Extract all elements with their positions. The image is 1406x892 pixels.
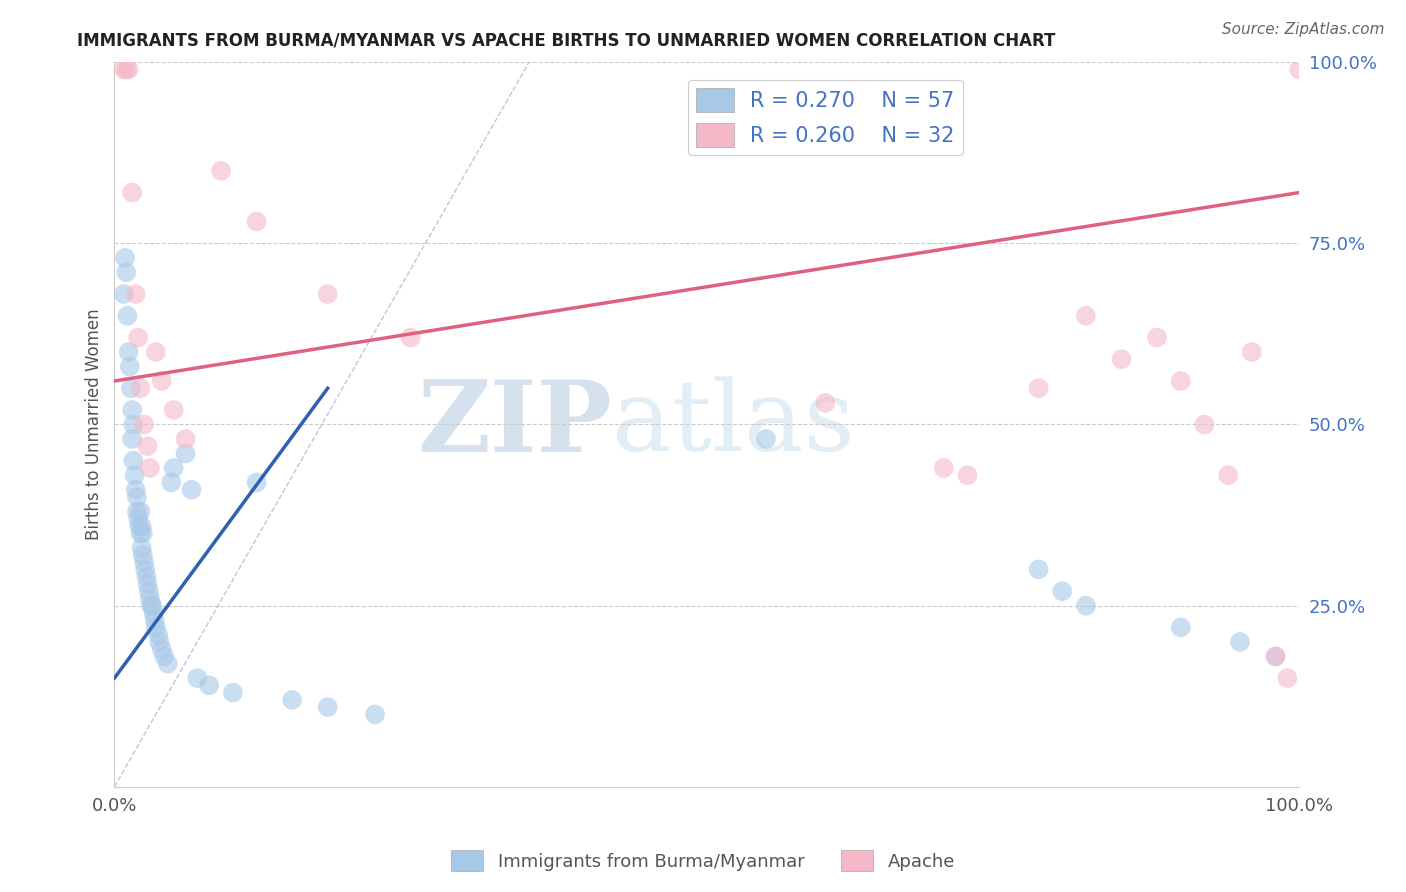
Point (125, 483, 148, 497)
Point (150, 642, 173, 657)
Text: IMMIGRANTS FROM BURMA/MYANMAR VS APACHE BIRTHS TO UNMARRIED WOMEN CORRELATION CH: IMMIGRANTS FROM BURMA/MYANMAR VS APACHE … (77, 31, 1056, 49)
Point (1111, 352, 1133, 367)
Point (145, 345, 167, 359)
Point (1264, 649, 1286, 664)
Point (186, 671, 208, 685)
Point (198, 678, 221, 692)
Point (125, 287, 148, 301)
Point (180, 483, 202, 497)
Point (1074, 309, 1097, 323)
Point (115, 265, 138, 279)
Text: atlas: atlas (612, 376, 855, 473)
Point (136, 439, 159, 453)
Point (117, 62, 139, 77)
Point (156, 657, 179, 671)
Point (143, 613, 166, 627)
Point (129, 381, 152, 395)
Point (136, 577, 159, 591)
Point (118, 359, 141, 374)
Point (1240, 345, 1263, 359)
Text: ZIP: ZIP (418, 376, 612, 473)
Point (141, 599, 163, 613)
Point (139, 461, 162, 475)
Point (142, 606, 165, 620)
Point (128, 519, 150, 533)
Point (115, 62, 138, 77)
Point (281, 693, 304, 707)
Point (932, 461, 955, 475)
Point (163, 461, 186, 475)
Point (131, 519, 153, 533)
Point (364, 707, 387, 722)
Point (148, 635, 170, 649)
Point (1277, 671, 1299, 685)
Point (245, 214, 267, 228)
Text: Source: ZipAtlas.com: Source: ZipAtlas.com (1222, 22, 1385, 37)
Point (121, 403, 143, 417)
Point (122, 417, 145, 432)
Legend: R = 0.270    N = 57, R = 0.260    N = 32: R = 0.270 N = 57, R = 0.260 N = 32 (688, 79, 963, 155)
Point (209, 164, 232, 178)
Point (316, 287, 339, 301)
Point (174, 432, 197, 446)
Point (132, 417, 155, 432)
Point (125, 490, 148, 504)
Point (112, 287, 135, 301)
Point (134, 562, 156, 576)
Point (153, 649, 176, 664)
Point (1170, 620, 1192, 634)
Point (121, 186, 143, 200)
Point (117, 309, 139, 323)
Point (148, 627, 170, 641)
Point (114, 251, 136, 265)
Point (139, 599, 162, 613)
Legend: Immigrants from Burma/Myanmar, Apache: Immigrants from Burma/Myanmar, Apache (444, 843, 962, 879)
Point (163, 403, 186, 417)
Point (1170, 374, 1192, 388)
Point (316, 700, 339, 714)
Point (1194, 417, 1216, 432)
Point (120, 381, 142, 395)
Point (1028, 381, 1050, 395)
Point (755, 432, 778, 446)
Point (222, 685, 245, 699)
Point (121, 432, 143, 446)
Y-axis label: Births to Unmarried Women: Births to Unmarried Women (86, 309, 103, 541)
Point (132, 548, 155, 562)
Point (174, 446, 197, 460)
Point (1146, 330, 1168, 344)
Point (1288, 62, 1310, 77)
Point (131, 541, 153, 555)
Point (160, 475, 183, 490)
Point (124, 468, 146, 483)
Point (129, 526, 152, 541)
Point (138, 584, 160, 599)
Point (1052, 584, 1074, 599)
Point (814, 396, 837, 410)
Point (129, 504, 152, 518)
Point (122, 454, 145, 468)
Point (125, 504, 148, 518)
Point (132, 526, 155, 541)
Point (1216, 468, 1239, 483)
Point (139, 591, 162, 606)
Point (399, 330, 422, 344)
Point (1028, 562, 1050, 576)
Point (1264, 649, 1286, 664)
Point (1229, 635, 1251, 649)
Point (127, 330, 149, 344)
Point (245, 475, 267, 490)
Point (117, 345, 139, 359)
Point (145, 620, 167, 634)
Point (135, 569, 157, 583)
Point (150, 374, 173, 388)
Point (1074, 599, 1097, 613)
Point (127, 512, 149, 526)
Point (132, 555, 155, 569)
Point (112, 62, 135, 77)
Point (956, 468, 979, 483)
